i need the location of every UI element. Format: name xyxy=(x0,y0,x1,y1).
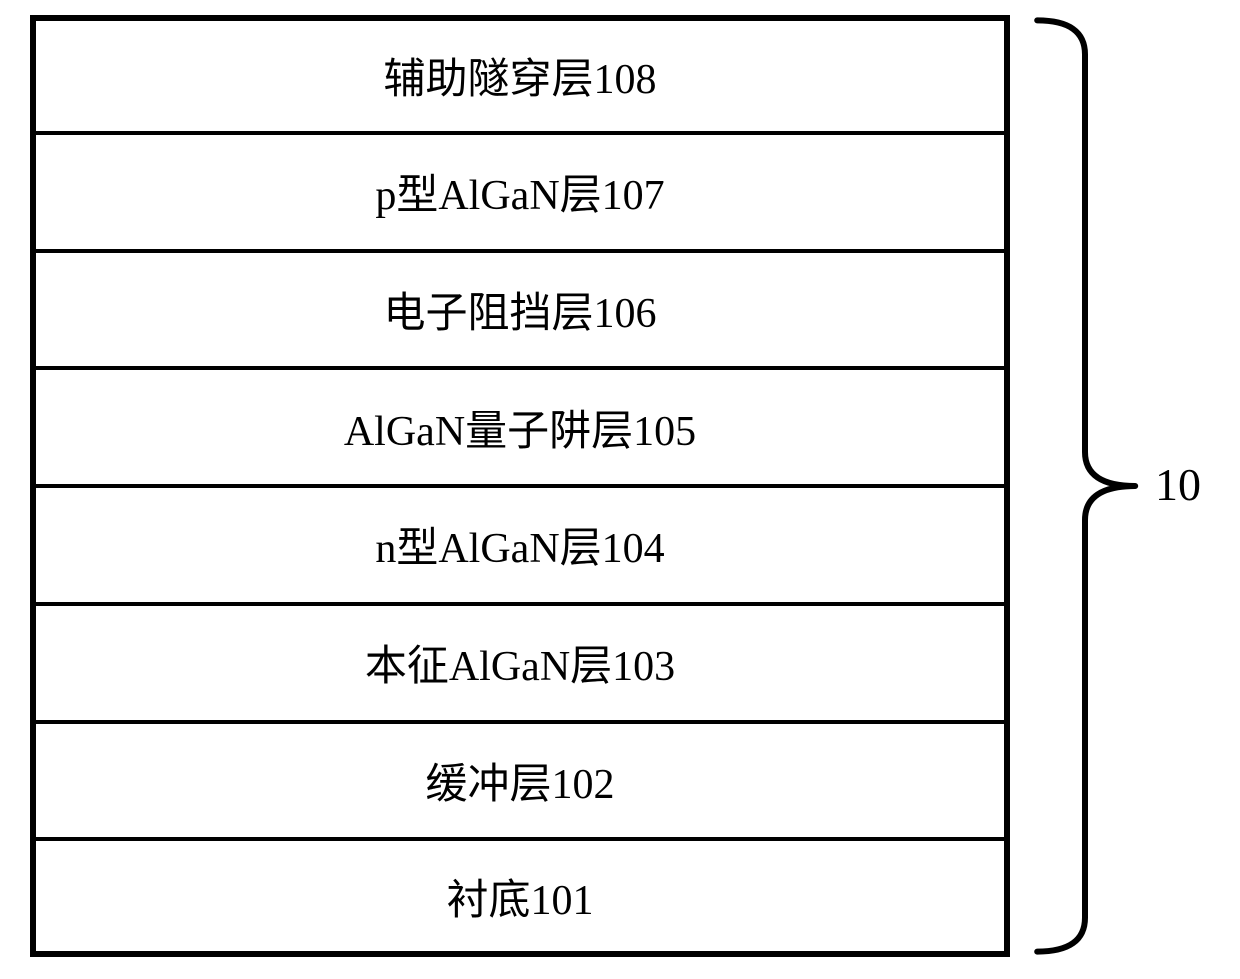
layer-label-101: 衬底101 xyxy=(446,866,593,927)
layer-103: 本征AlGaN层103 xyxy=(30,604,1010,722)
layer-stack-figure: 辅助隧穿层108 p型AlGaN层107 电子阻挡层106 AlGaN量子阱层105 n… xyxy=(0,0,1240,979)
layer-label-107: p型AlGaN层107 xyxy=(375,161,664,222)
curly-brace-icon xyxy=(1030,15,1140,957)
layer-108: 辅助隧穿层108 xyxy=(30,15,1010,133)
layer-stack: 辅助隧穿层108 p型AlGaN层107 电子阻挡层106 AlGaN量子阱层105 n… xyxy=(30,15,1010,957)
layer-label-105: AlGaN量子阱层105 xyxy=(344,397,696,458)
layer-label-102: 缓冲层102 xyxy=(425,750,614,811)
group-label-text: 10 xyxy=(1155,459,1201,510)
layer-104: n型AlGaN层104 xyxy=(30,486,1010,604)
layer-105: AlGaN量子阱层105 xyxy=(30,368,1010,486)
layer-107: p型AlGaN层107 xyxy=(30,133,1010,251)
layer-label-108: 辅助隧穿层108 xyxy=(383,45,656,106)
layer-101: 衬底101 xyxy=(30,839,1010,957)
layer-label-103: 本征AlGaN层103 xyxy=(365,632,675,693)
group-label: 10 xyxy=(1155,458,1201,511)
layer-102: 缓冲层102 xyxy=(30,722,1010,840)
layer-106: 电子阻挡层106 xyxy=(30,251,1010,369)
layer-label-106: 电子阻挡层106 xyxy=(383,279,656,340)
layer-label-104: n型AlGaN层104 xyxy=(375,514,664,575)
